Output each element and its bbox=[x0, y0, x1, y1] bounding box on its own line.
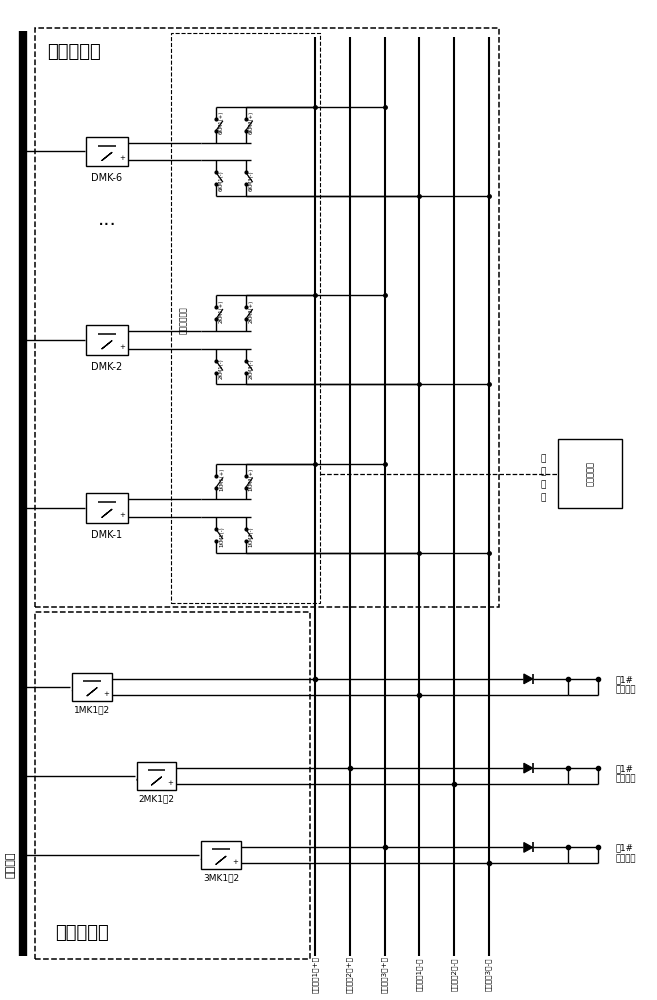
Text: 2MK1～2: 2MK1～2 bbox=[139, 794, 175, 803]
Text: 换: 换 bbox=[541, 467, 546, 476]
Bar bbox=[558, 439, 622, 508]
Bar bbox=[86, 325, 127, 355]
Text: DMK-6: DMK-6 bbox=[91, 173, 122, 183]
Text: +: + bbox=[119, 155, 125, 161]
Text: 至1#
充电终端: 至1# 充电终端 bbox=[616, 675, 636, 695]
Text: 2KM3(-): 2KM3(-) bbox=[249, 358, 254, 379]
Polygon shape bbox=[524, 763, 533, 773]
Text: +: + bbox=[119, 512, 125, 518]
Text: DMK-1: DMK-1 bbox=[91, 530, 122, 540]
Text: 制: 制 bbox=[541, 493, 546, 502]
Polygon shape bbox=[524, 674, 533, 684]
Text: 直流母线2（-）: 直流母线2（-） bbox=[451, 958, 457, 991]
Bar bbox=[35, 612, 310, 959]
Text: 6KM3(-): 6KM3(-) bbox=[249, 170, 254, 191]
Bar bbox=[86, 137, 127, 166]
Text: 6KM3(+): 6KM3(+) bbox=[249, 111, 254, 134]
Text: 控: 控 bbox=[541, 480, 546, 489]
Text: +: + bbox=[232, 859, 238, 865]
Text: 2KM1(+): 2KM1(+) bbox=[219, 299, 224, 323]
Polygon shape bbox=[524, 842, 533, 852]
Text: 1KM1(-): 1KM1(-) bbox=[219, 527, 224, 547]
Bar bbox=[35, 28, 499, 607]
Text: 动态分配器组: 动态分配器组 bbox=[179, 306, 188, 334]
Text: 6KM1(+): 6KM1(+) bbox=[219, 111, 224, 134]
Text: 直流母线3（-）: 直流母线3（-） bbox=[486, 958, 492, 991]
Text: 2KM1(-): 2KM1(-) bbox=[219, 358, 224, 379]
Text: 至1#
充电终端: 至1# 充电终端 bbox=[616, 844, 636, 863]
Text: 交流母线: 交流母线 bbox=[6, 852, 16, 878]
Text: 动态功率区: 动态功率区 bbox=[47, 43, 101, 61]
Bar bbox=[137, 762, 176, 790]
Text: 6KM1(-): 6KM1(-) bbox=[219, 170, 224, 191]
Text: 矩阵控制器: 矩阵控制器 bbox=[586, 461, 595, 486]
Text: 直流母线1（+）: 直流母线1（+） bbox=[312, 956, 319, 993]
Text: 3MK1～2: 3MK1～2 bbox=[203, 874, 239, 883]
Text: DMK-2: DMK-2 bbox=[91, 362, 122, 372]
Text: 1KM3(-): 1KM3(-) bbox=[249, 527, 254, 547]
Text: 切: 切 bbox=[541, 454, 546, 463]
Text: 1KM1(+): 1KM1(+) bbox=[219, 468, 224, 491]
Bar bbox=[201, 841, 240, 869]
Text: +: + bbox=[119, 344, 125, 350]
Text: 1KM3(+): 1KM3(+) bbox=[249, 468, 254, 491]
Text: 固定功率区: 固定功率区 bbox=[55, 924, 109, 942]
Text: +: + bbox=[168, 780, 173, 786]
Text: 直流母线3（+）: 直流母线3（+） bbox=[381, 956, 388, 993]
Text: 1MK1～2: 1MK1～2 bbox=[74, 705, 110, 714]
Text: 直流母线1（-）: 直流母线1（-） bbox=[416, 958, 422, 991]
Text: ···: ··· bbox=[97, 216, 116, 235]
Bar bbox=[86, 493, 127, 523]
Bar bbox=[171, 33, 320, 603]
Bar bbox=[72, 673, 112, 701]
Text: 直流母线2（+）: 直流母线2（+） bbox=[346, 956, 353, 993]
Text: 2KM3(+): 2KM3(+) bbox=[249, 299, 254, 323]
Text: +: + bbox=[103, 691, 109, 697]
Text: 至1#
充电终端: 至1# 充电终端 bbox=[616, 764, 636, 784]
